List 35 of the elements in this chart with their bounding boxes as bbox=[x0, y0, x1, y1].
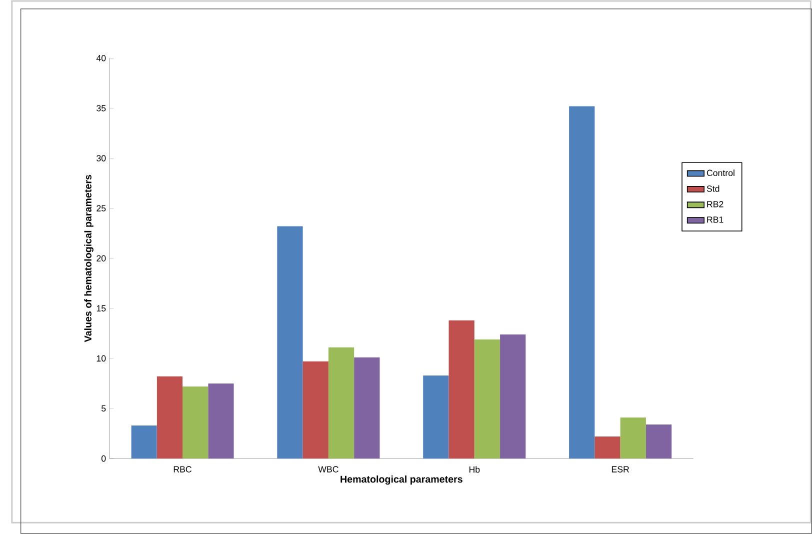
bar bbox=[423, 376, 449, 459]
bar bbox=[182, 386, 208, 459]
bar bbox=[302, 362, 328, 459]
bar bbox=[594, 436, 620, 459]
bar bbox=[131, 426, 157, 459]
x-tick-label: WBC bbox=[318, 466, 338, 473]
bar bbox=[646, 424, 672, 459]
y-tick-label: 40 bbox=[96, 55, 106, 62]
bar bbox=[277, 226, 303, 459]
y-tick-label: 5 bbox=[102, 405, 106, 412]
x-tick-label: ESR bbox=[612, 466, 629, 473]
y-tick-label: 0 bbox=[101, 455, 106, 462]
y-tick-label: 15 bbox=[96, 305, 106, 312]
bar bbox=[208, 384, 234, 459]
y-tick-label: 25 bbox=[96, 205, 106, 212]
x-axis-title: Hematological parameters bbox=[340, 476, 462, 485]
legend-label: Control bbox=[706, 170, 734, 176]
x-tick-label: RBC bbox=[174, 466, 192, 473]
bar bbox=[569, 106, 595, 459]
y-tick-label: 35 bbox=[96, 105, 106, 112]
legend-label: RB2 bbox=[707, 201, 724, 208]
bar bbox=[354, 358, 380, 459]
y-tick-label: 30 bbox=[96, 155, 106, 162]
legend-label: RB1 bbox=[707, 216, 724, 223]
legend-label: Std bbox=[706, 185, 720, 192]
x-tick-label: Hb bbox=[469, 466, 480, 473]
bar bbox=[448, 320, 474, 459]
bar bbox=[156, 376, 183, 459]
bar bbox=[500, 334, 526, 459]
bar bbox=[620, 418, 646, 459]
y-axis-title: Values of hematological parameters bbox=[84, 175, 94, 342]
bar bbox=[474, 339, 500, 459]
y-tick-label: 10 bbox=[96, 355, 106, 362]
y-tick-label: 20 bbox=[96, 255, 106, 262]
bar bbox=[328, 347, 354, 459]
